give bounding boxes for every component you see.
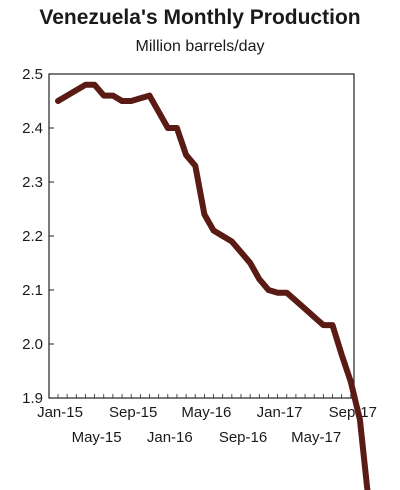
x-tick-label: May-15: [72, 429, 122, 446]
x-tick-label: Sep-16: [219, 429, 267, 446]
y-tick-label: 2.4: [22, 120, 43, 137]
y-tick-label: 2.2: [22, 228, 43, 245]
x-tick-label: Jan-17: [257, 404, 303, 421]
y-tick-label: 2.5: [22, 66, 43, 83]
production-line: [55, 81, 371, 490]
x-tick-label: Sep-15: [109, 404, 157, 421]
x-tick-label: Jan-15: [37, 404, 83, 421]
y-axis: 2.5 2.4 2.3 2.2 2.1 2.0 1.9: [22, 66, 54, 407]
x-tick-label: Jan-16: [147, 429, 193, 446]
y-tick-label: 2.0: [22, 336, 43, 353]
x-axis: Jan-15 Sep-15 May-16 Jan-17 Sep-17 May-15 Jan-…: [37, 394, 377, 446]
plot-frame: [48, 73, 355, 399]
y-tick-label: 1.9: [22, 390, 43, 407]
chart-subtitle: Million barrels/day: [135, 38, 265, 55]
x-tick-label: May-16: [181, 404, 231, 421]
x-tick-label: May-17: [291, 429, 341, 446]
x-tick-label: Sep-17: [329, 404, 377, 421]
y-tick-label: 2.3: [22, 174, 43, 191]
y-tick-label: 2.1: [22, 282, 43, 299]
chart-title: Venezuela's Monthly Production: [39, 6, 361, 29]
